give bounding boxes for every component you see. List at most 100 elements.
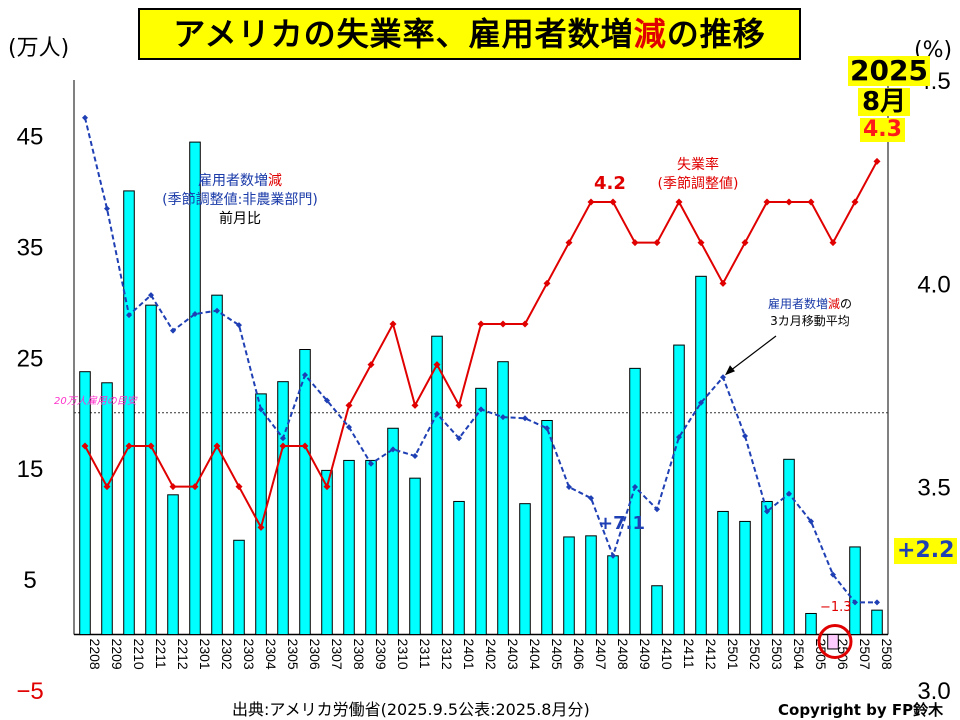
x-tick-2405: 2405 [549,639,565,670]
ma-point-2412 [698,399,704,406]
ma-point-2301 [192,311,198,318]
employment-label-line1: 雇用者数増減 [198,173,282,189]
ma-point-2308 [346,424,352,431]
x-tick-2306: 2306 [307,639,323,670]
bar-2504 [783,458,795,636]
x-tick-2410: 2410 [659,639,675,670]
left-tick-5: 5 [23,567,36,594]
ma-point-2501 [720,374,726,381]
x-tick-2501: 2501 [725,639,741,670]
ma-point-2403 [500,414,506,421]
chart-title: アメリカの失業率、雇用者数増減の推移 [138,8,801,60]
rate-point-2504 [785,198,793,206]
x-tick-2312: 2312 [439,639,455,670]
x-tick-2502: 2502 [747,639,763,670]
bar-2503 [761,500,773,636]
moving-average-pointer-head [725,365,735,376]
left-tick-15: 15 [17,456,44,483]
bar-2411 [673,344,685,636]
unemployment-series-label: 失業率 (季節調整値) [628,156,768,194]
bar-2211 [145,304,157,636]
bar-2405 [541,419,553,636]
x-tick-2403: 2403 [505,639,521,670]
x-tick-2308: 2308 [351,639,367,670]
ma-point-2409 [632,484,638,491]
ma-point-2302 [214,307,220,314]
moving-average-label-line2: 3カ月移動平均 [770,314,850,328]
rate-callout-42: 4.2 [594,173,626,194]
negative-bar-highlight-circle [817,624,853,660]
rate-point-2406 [565,239,573,247]
chart-title-highlight: 減 [633,15,667,53]
x-tick-2404: 2404 [527,639,543,670]
ma-point-2506 [830,571,836,578]
x-tick-2209: 2209 [109,639,125,670]
moving-average-series [82,114,880,606]
ma-point-2508 [874,599,880,606]
left-tick-35: 35 [17,234,44,261]
bar-2303 [233,539,245,636]
rate-point-2401 [455,401,463,409]
ma-point-2305 [280,435,286,442]
x-tick-2507: 2507 [857,639,873,670]
x-tick-2301: 2301 [197,639,213,670]
rate-point-2301 [191,483,199,491]
bar-2208 [79,371,91,636]
rate-point-2404 [521,320,529,328]
rate-point-2212 [169,483,177,491]
rate-point-2407 [587,198,595,206]
left-y-tick-labels: −5 5 15 25 35 45 [16,123,43,705]
unemployment-label-line2: (季節調整値) [657,176,739,192]
bar-2408 [607,555,619,636]
bar-2304 [255,393,267,636]
bar-2412 [695,275,707,636]
x-tick-labels: 2208 2209 2210 2211 2212 2301 2302 2303 2304 2305… [87,639,895,670]
ma-point-2310 [390,446,396,453]
bar-2403 [497,361,509,636]
bar-series [79,141,883,650]
bar-2307 [321,469,333,636]
bar-2310 [387,427,399,636]
latest-rate-badge: 4.3 [860,118,905,142]
ma-point-2312 [434,410,440,417]
x-tick-2503: 2503 [769,639,785,670]
rate-point-2412 [697,239,705,247]
bar-2312 [431,335,443,636]
ma-point-2401 [456,435,462,442]
bar-2401 [453,500,465,636]
x-tick-2402: 2402 [483,639,499,670]
right-tick-4.0: 4.0 [917,271,950,298]
moving-average-pointer [726,335,777,374]
ma-point-2309 [368,460,374,467]
source-note: 出典:アメリカ労働省(2025.9.5公表:2025.8月分) [232,700,590,719]
ma-point-2209 [104,205,110,212]
ma-point-2402 [478,406,484,413]
ma-point-2311 [412,452,418,459]
x-tick-2407: 2407 [593,639,609,670]
x-tick-2304: 2304 [263,639,279,670]
x-tick-2311: 2311 [417,639,433,669]
ma-point-2211 [148,292,154,299]
x-tick-2212: 2212 [175,639,191,670]
rate-point-2210 [125,442,133,450]
ma-point-2303 [236,322,242,329]
right-y-tick-labels: 3.03.54.04.5 [917,68,950,705]
rate-point-2506 [829,239,837,247]
latest-year-badge: 2025 [848,54,930,87]
rate-point-2302 [213,442,221,450]
bar-2409 [629,367,641,636]
bar-2308 [343,459,355,636]
copyright-note: Copyright by FP鈴木 [778,701,944,719]
left-tick-25: 25 [17,345,44,372]
ma-point-2405 [544,425,550,432]
x-tick-2411: 2411 [681,639,697,669]
left-tick-45: 45 [17,123,44,150]
rate-point-2310 [389,320,397,328]
chart-title-part2: の推移 [666,15,766,53]
bar-2306 [299,349,311,636]
x-tick-2309: 2309 [373,639,389,670]
unemployment-rate-series [81,157,881,531]
bar-2501 [717,510,729,636]
bar-2502 [739,520,751,636]
